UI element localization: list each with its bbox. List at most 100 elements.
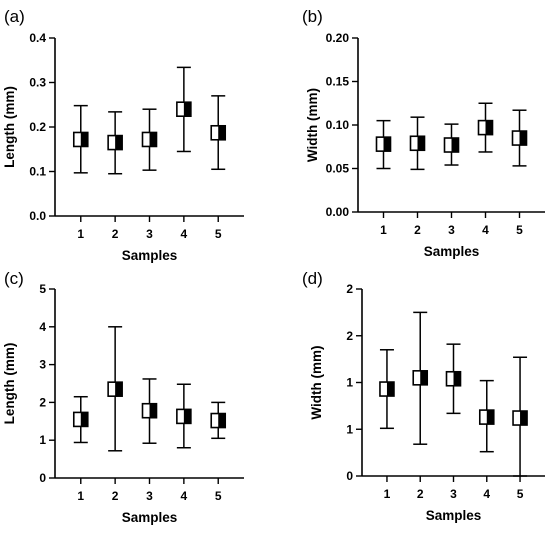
y-tick-label: 0.15 <box>326 75 350 89</box>
error-bar <box>379 349 394 430</box>
y-axis-title: Width (mm) <box>309 345 324 419</box>
x-tick-label: 2 <box>112 489 119 503</box>
marker-fill <box>386 382 394 397</box>
y-tick-label: 2 <box>39 395 46 409</box>
marker-fill <box>420 370 428 385</box>
panel-label: (b) <box>302 7 323 26</box>
error-bar <box>211 95 226 171</box>
x-tick-label: 5 <box>215 489 222 503</box>
error-bar <box>413 311 428 445</box>
x-axis-title: Samples <box>122 248 178 263</box>
data-point <box>210 124 227 141</box>
marker-fill <box>453 371 461 386</box>
error-bar <box>108 326 123 452</box>
data-point <box>107 381 123 397</box>
panel-label: (c) <box>4 269 24 288</box>
marker-fill <box>520 411 528 426</box>
error-bar <box>176 66 191 153</box>
data-point <box>478 409 495 425</box>
marker-fill <box>417 136 425 151</box>
marker-fill <box>149 403 157 418</box>
y-tick-label: 0.10 <box>326 118 350 132</box>
y-axis-title: Width (mm) <box>305 88 320 162</box>
y-tick-label: 2 <box>346 329 353 343</box>
marker-fill <box>80 412 88 427</box>
chart-panel-1: (a) 0.0 0.1 0.2 0.3 0.4 1 2 3 4 5 Samples Length (mm… <box>2 7 244 263</box>
error-bar <box>211 401 226 440</box>
x-tick-label: 5 <box>215 227 222 241</box>
x-tick-label: 1 <box>77 489 84 503</box>
x-tick-label: 1 <box>77 227 84 241</box>
x-axis-title: Samples <box>426 508 482 523</box>
y-tick-label: 0.3 <box>29 76 46 90</box>
data-point <box>176 101 192 117</box>
error-bar <box>446 343 461 415</box>
error-bar <box>444 123 459 166</box>
data-point <box>375 136 392 152</box>
y-tick-label: 2 <box>346 282 353 296</box>
marker-fill <box>383 137 391 152</box>
x-tick-label: 4 <box>482 223 489 237</box>
marker-fill <box>485 120 493 135</box>
y-tick-label: 1 <box>346 376 353 390</box>
x-tick-label: 2 <box>414 223 421 237</box>
error-bar <box>142 108 157 171</box>
x-tick-label: 3 <box>448 223 455 237</box>
x-tick-label: 1 <box>384 487 391 501</box>
x-tick-label: 2 <box>417 487 424 501</box>
error-bar <box>142 378 157 444</box>
y-tick-label: 3 <box>39 358 46 372</box>
error-bar <box>108 111 123 175</box>
data-point <box>176 408 192 425</box>
x-tick-label: 2 <box>112 227 119 241</box>
y-tick-label: 0.05 <box>326 162 350 176</box>
data-point <box>210 412 227 429</box>
marker-fill <box>486 410 494 425</box>
panel-label: (a) <box>4 7 25 26</box>
marker-fill <box>80 132 88 147</box>
marker-fill <box>149 132 157 147</box>
y-axis-title: Length (mm) <box>2 343 17 425</box>
error-bar <box>410 116 425 171</box>
data-point <box>477 119 494 136</box>
error-bar <box>513 356 528 477</box>
marker-fill <box>183 409 191 424</box>
data-point <box>443 137 460 153</box>
x-tick-label: 1 <box>380 223 387 237</box>
error-bar <box>376 119 391 170</box>
data-point <box>141 402 158 419</box>
marker-fill <box>183 102 191 117</box>
marker-fill <box>115 382 123 397</box>
y-tick-label: 0.00 <box>326 205 350 219</box>
x-axis-title: Samples <box>424 244 480 259</box>
data-point <box>511 130 528 146</box>
y-tick-label: 0.0 <box>29 209 46 223</box>
data-point <box>379 381 395 397</box>
x-tick-label: 5 <box>516 223 523 237</box>
x-tick-label: 4 <box>483 487 490 501</box>
y-tick-label: 4 <box>39 320 46 334</box>
y-tick-label: 0.2 <box>29 120 46 134</box>
error-bar <box>478 102 493 153</box>
data-point <box>445 370 462 387</box>
chart-panel-3: (c) 0 1 2 3 4 5 1 2 3 4 5 Samples Length (mm) <box>2 269 244 525</box>
y-axis-title: Length (mm) <box>2 86 17 168</box>
y-tick-label: 0.1 <box>29 165 46 179</box>
marker-fill <box>115 135 123 150</box>
x-tick-label: 3 <box>450 487 457 501</box>
error-bar <box>73 104 88 174</box>
x-tick-label: 3 <box>146 227 153 241</box>
marker-fill <box>218 125 226 140</box>
data-point <box>512 410 528 426</box>
y-tick-label: 0.4 <box>29 31 46 45</box>
x-axis-title: Samples <box>122 510 178 525</box>
error-bar <box>479 379 494 453</box>
data-point <box>141 131 158 148</box>
data-point <box>409 135 426 152</box>
marker-fill <box>451 138 459 153</box>
panel-label: (d) <box>302 269 323 288</box>
marker-fill <box>519 131 527 146</box>
chart-panel-4: (d) 0 1 1 2 2 1 2 3 4 5 Samples Width (mm) <box>302 269 545 523</box>
